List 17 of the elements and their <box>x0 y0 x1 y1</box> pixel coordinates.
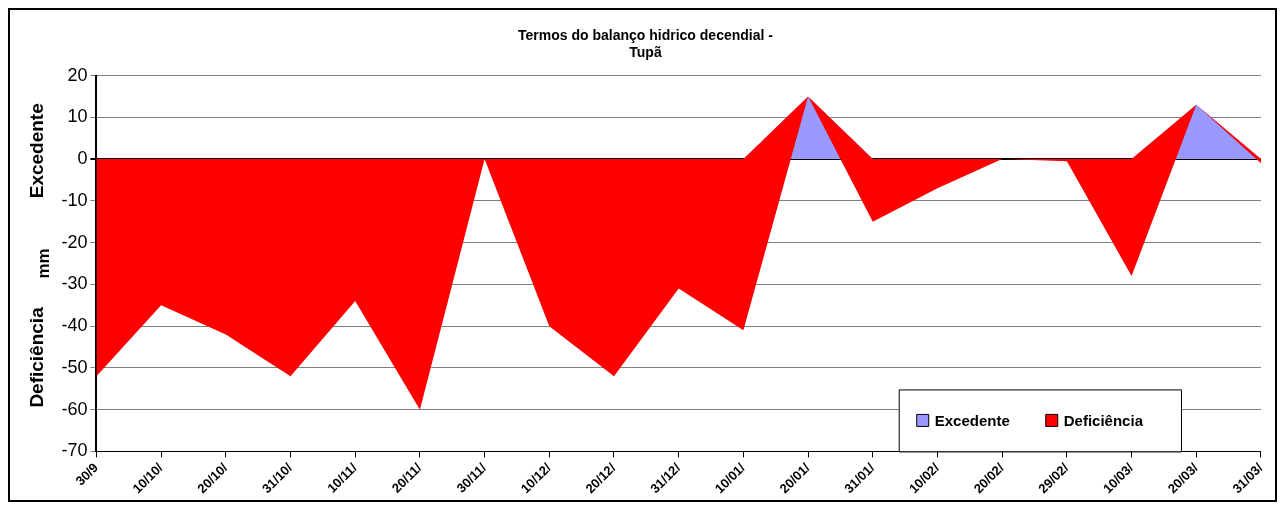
legend-label: Excedente <box>934 411 1010 429</box>
y-tick-label: -50 <box>61 356 88 377</box>
y-tick-label: 0 <box>77 148 88 169</box>
text: Deficiência <box>26 306 48 408</box>
y-tick-label: -60 <box>61 398 88 419</box>
y-tick-label: -20 <box>61 231 88 252</box>
legend-label: Deficiência <box>1063 411 1144 429</box>
y-axis-title: mm <box>33 248 53 279</box>
y-tick-label: -30 <box>61 273 88 294</box>
y-tick-label: 10 <box>67 106 88 127</box>
chart-title: Termos do balanço hidrico decendial - Tupã <box>518 27 774 61</box>
y-tick-label: -10 <box>61 189 88 210</box>
x-tick-label: 30/9 <box>72 459 102 489</box>
text: Excedente <box>26 103 48 199</box>
y-tick-label: 20 <box>67 64 88 85</box>
y-tick-label: -40 <box>61 315 88 336</box>
y-tick-label: -70 <box>61 440 88 461</box>
